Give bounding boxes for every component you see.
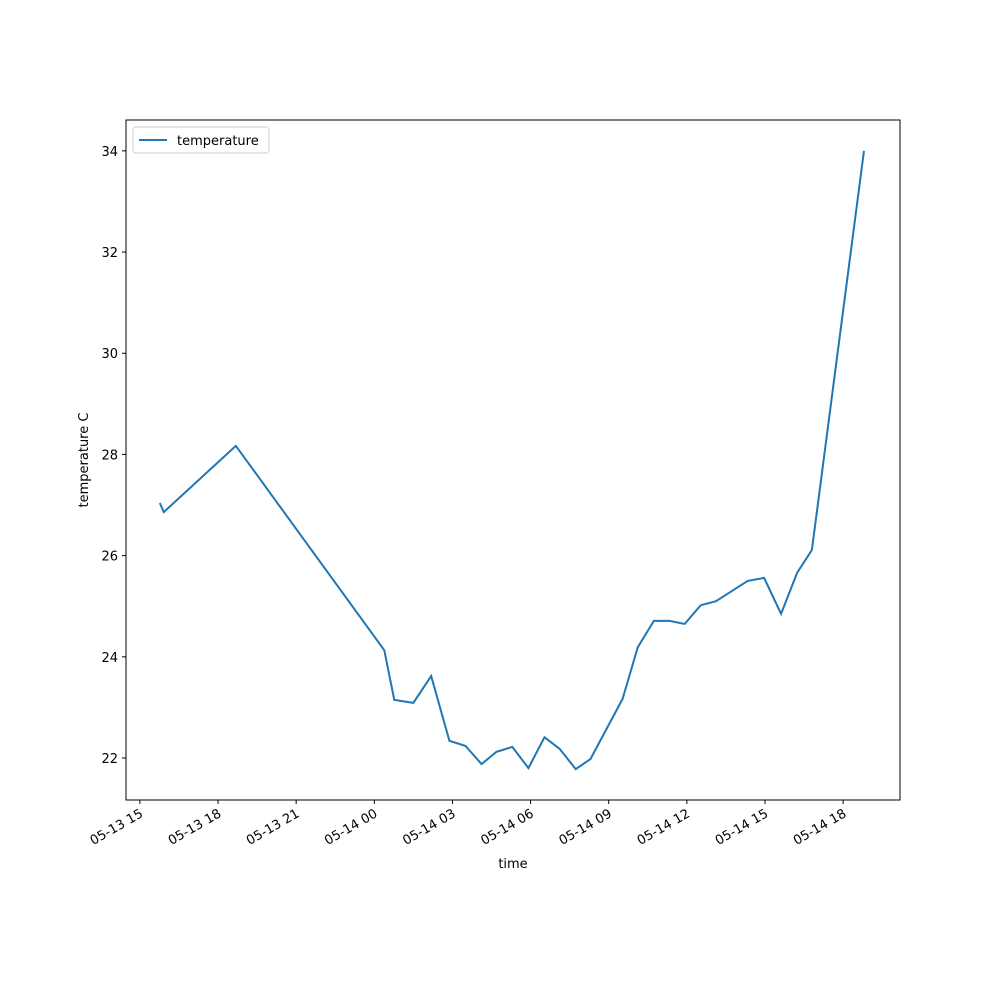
x-tick-label: 05-14 18 [791, 806, 849, 848]
x-tick-label: 05-14 12 [635, 806, 693, 848]
x-tick-label: 05-13 21 [244, 806, 302, 848]
x-tick-label: 05-14 09 [557, 806, 615, 848]
x-tick-label: 05-14 03 [400, 806, 458, 848]
x-tick-label: 05-14 15 [713, 806, 771, 848]
y-tick-label: 34 [101, 145, 118, 160]
legend-box [132, 126, 270, 154]
y-tick-label: 24 [101, 651, 118, 666]
y-axis-label: temperature C [77, 413, 92, 508]
x-tick-label: 05-14 06 [478, 806, 536, 848]
legend-label: temperature [177, 134, 259, 149]
line-series [158, 150, 865, 771]
y-tick-label: 22 [101, 752, 118, 767]
y-tick-label: 28 [101, 448, 118, 463]
y-tick-label: 26 [101, 550, 118, 565]
x-tick-label: 05-14 00 [322, 806, 380, 848]
x-tick-label: 05-13 15 [88, 806, 146, 848]
x-tick-label: 05-13 18 [166, 806, 224, 848]
y-tick-label: 32 [101, 246, 118, 261]
x-axis-label: time [498, 857, 527, 872]
plot-frame [125, 119, 901, 801]
y-tick-label: 30 [101, 347, 118, 362]
